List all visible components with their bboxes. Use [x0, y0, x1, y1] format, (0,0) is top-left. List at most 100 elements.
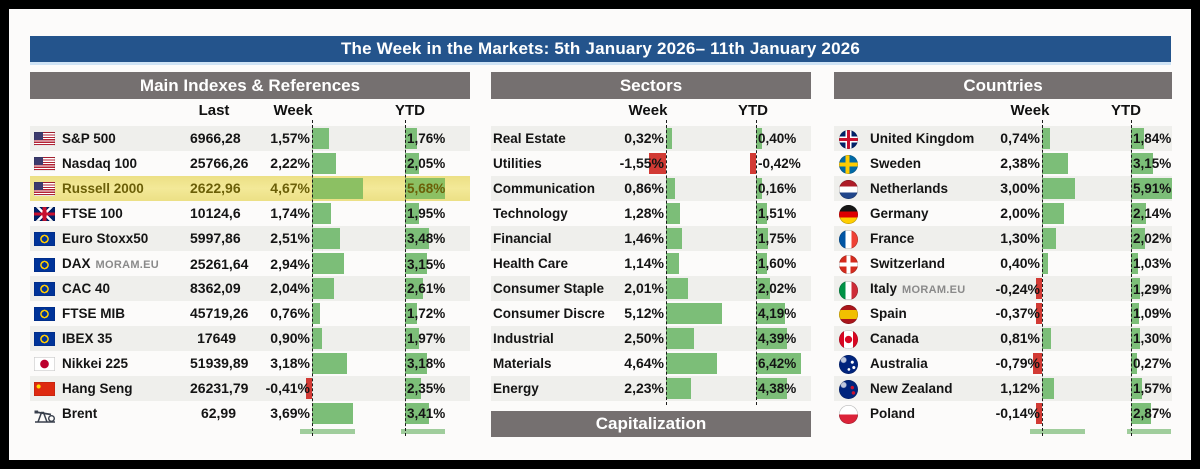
- country-row: Germany 2,00% 2,14%: [834, 201, 1172, 226]
- week-change-bar: [312, 303, 321, 324]
- ytd-change-bar: [405, 353, 428, 374]
- instrument-name: Russell 2000: [62, 181, 144, 196]
- eu-flag-icon: [34, 282, 55, 297]
- index-row: Hang Seng 26231,79 -0,41% 2,35%: [30, 376, 470, 401]
- indexes-column-header: Last Week YTD: [30, 99, 470, 126]
- ytd-value: 2,05%: [407, 156, 446, 171]
- instrument-name: FTSE 100: [62, 206, 123, 221]
- ytd-value: 1,95%: [407, 206, 446, 221]
- ytd-value: 3,41%: [407, 406, 446, 421]
- ytd-change-bar: [405, 128, 418, 149]
- sector-row: Utilities -1,55% -0,42%: [491, 151, 811, 176]
- instrument-name: CAC 40: [62, 281, 111, 296]
- week-value: 2,50%: [624, 330, 664, 346]
- last-value: 25261,64: [190, 256, 249, 272]
- week-value: 2,00%: [1000, 205, 1040, 221]
- week-value: 2,38%: [1000, 155, 1040, 171]
- ytd-value: 4,39%: [758, 331, 797, 346]
- ytd-change-bar: [1131, 403, 1152, 424]
- week-change-bar: [666, 228, 683, 249]
- instrument-name: IBEX 35: [62, 331, 113, 346]
- week-value: 1,46%: [624, 230, 664, 246]
- ytd-change-bar: [405, 328, 419, 349]
- ytd-change-bar: [405, 303, 418, 324]
- week-change-bar: [1036, 303, 1042, 324]
- ytd-change-bar: [405, 403, 429, 424]
- sector-name: Technology: [493, 206, 568, 221]
- last-value: 62,99: [200, 405, 236, 421]
- ytd-change-bar: [1131, 278, 1141, 299]
- ytd-value: 1,84%: [1133, 131, 1172, 146]
- flag-cell: [834, 401, 868, 426]
- ytd-change-bar: [405, 153, 420, 174]
- cn-flag-icon: [34, 382, 55, 397]
- sector-name: Energy: [493, 381, 539, 396]
- country-row: Australia -0,79% 0,27%: [834, 351, 1172, 376]
- country-row: Italy MORAM.EU -0,24% 1,29%: [834, 276, 1172, 301]
- week-value: 2,94%: [270, 256, 310, 272]
- column-label-week: Week: [273, 102, 313, 119]
- eu-flag-icon: [34, 307, 55, 322]
- ytd-value: 6,42%: [758, 356, 797, 371]
- week-value: 1,28%: [624, 205, 664, 221]
- country-row: Spain -0,37% 1,09%: [834, 301, 1172, 326]
- index-row: IBEX 35 17649 0,90% 1,97%: [30, 326, 470, 351]
- week-change-bar: [312, 328, 322, 349]
- last-value: 8362,09: [190, 280, 241, 296]
- ytd-change-bar: [405, 278, 424, 299]
- column-label-last: Last: [198, 102, 230, 119]
- sector-name: Utilities: [493, 156, 542, 171]
- flag-cell: [30, 401, 60, 426]
- week-value: 3,18%: [270, 355, 310, 371]
- ytd-change-bar: [1131, 328, 1141, 349]
- ytd-value: 0,27%: [1133, 356, 1172, 371]
- ytd-value: 1,60%: [758, 256, 797, 271]
- index-row: DAX MORAM.EU 25261,64 2,94% 3,15%: [30, 251, 470, 276]
- country-name: Italy MORAM.EU: [870, 281, 966, 296]
- week-change-bar: [666, 303, 723, 324]
- week-value: 3,00%: [1000, 180, 1040, 196]
- last-value: 51939,89: [190, 355, 249, 371]
- week-change-bar: [1042, 128, 1051, 149]
- week-change-bar: [666, 253, 679, 274]
- week-change-bar: [666, 353, 718, 374]
- instrument-name: S&P 500: [62, 131, 116, 146]
- nz-flag-icon: [839, 379, 858, 399]
- sector-row: Real Estate 0,32% 0,40%: [491, 126, 811, 151]
- country-name: Netherlands: [870, 181, 949, 196]
- week-value: -0,24%: [995, 281, 1040, 297]
- country-row: Sweden 2,38% 3,15%: [834, 151, 1172, 176]
- ytd-change-bar: [1131, 228, 1146, 249]
- week-value: 2,04%: [270, 280, 310, 296]
- ytd-value: 1,57%: [1133, 381, 1172, 396]
- ytd-change-bar: [405, 228, 430, 249]
- ytd-change-bar: [1131, 153, 1154, 174]
- week-value: -0,14%: [995, 405, 1040, 421]
- cutoff-row-bar: [401, 429, 445, 434]
- instrument-name: FTSE MIB: [62, 306, 125, 321]
- ytd-value: 1,97%: [407, 331, 446, 346]
- week-value: -0,37%: [995, 305, 1040, 321]
- index-row: FTSE 100 10124,6 1,74% 1,95%: [30, 201, 470, 226]
- sector-name: Communication: [493, 181, 596, 196]
- ytd-change-bar: [756, 378, 787, 399]
- countries-section: Countries Week YTD United Kingdom 0,74% 1,…: [834, 72, 1173, 436]
- country-row: United Kingdom 0,74% 1,84%: [834, 126, 1172, 151]
- column-label-ytd: YTD: [738, 102, 768, 119]
- week-change-bar: [666, 178, 676, 199]
- de-flag-icon: [839, 204, 858, 224]
- sector-row: Technology 1,28% 1,51%: [491, 201, 811, 226]
- sector-row: Financial 1,46% 1,75%: [491, 226, 811, 251]
- ytd-value: 4,38%: [758, 381, 797, 396]
- flag-cell: [30, 376, 60, 401]
- page-title: The Week in the Markets: 5th January 202…: [30, 36, 1171, 65]
- ytd-value: 1,29%: [1133, 282, 1172, 297]
- week-change-bar: [666, 203, 681, 224]
- flag-cell: [30, 301, 60, 326]
- countries-section-header: Countries: [834, 72, 1172, 99]
- last-value: 26231,79: [190, 380, 249, 396]
- country-row: New Zealand 1,12% 1,57%: [834, 376, 1172, 401]
- country-name: Poland: [870, 406, 916, 421]
- country-name: Germany: [870, 206, 929, 221]
- last-value: 6966,28: [190, 130, 241, 146]
